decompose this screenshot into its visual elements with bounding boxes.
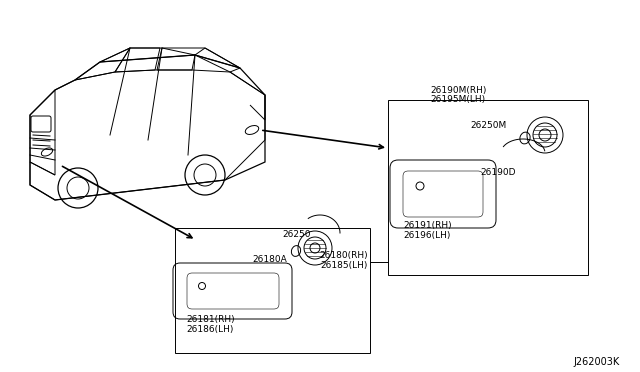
Text: 26180A: 26180A (252, 255, 287, 264)
Text: 26186(LH): 26186(LH) (186, 325, 234, 334)
Text: 26250M: 26250M (470, 121, 506, 130)
Text: 26190D: 26190D (480, 168, 515, 177)
Text: 26191(RH): 26191(RH) (403, 221, 452, 230)
Text: 26180(RH): 26180(RH) (319, 251, 368, 260)
Text: 26196(LH): 26196(LH) (403, 231, 451, 240)
Text: 26185(LH): 26185(LH) (321, 261, 368, 270)
Text: 26250: 26250 (282, 230, 310, 239)
Text: 26195M(LH): 26195M(LH) (430, 95, 485, 104)
Bar (175, 228, 370, 353)
Bar (388, 100, 588, 275)
Text: J262003K: J262003K (573, 357, 620, 367)
Text: 26181(RH): 26181(RH) (186, 315, 235, 324)
Text: 26190M(RH): 26190M(RH) (430, 86, 486, 95)
